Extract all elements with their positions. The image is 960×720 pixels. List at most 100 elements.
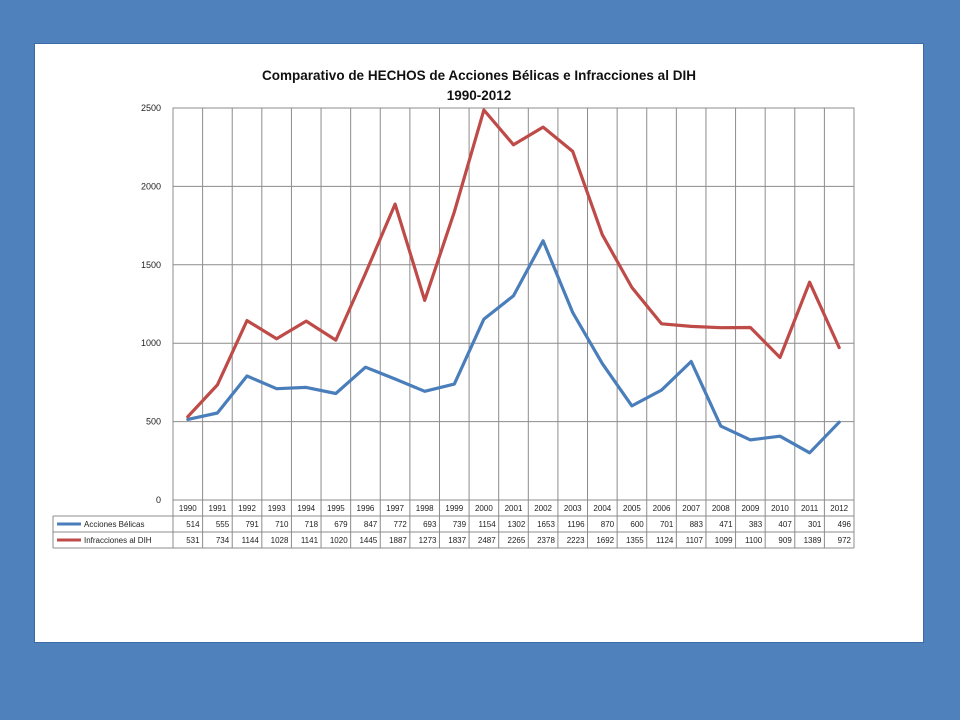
data-point [630, 286, 634, 289]
data-label: 847 [364, 520, 378, 529]
data-point [571, 150, 574, 153]
data-label: 301 [808, 520, 822, 529]
data-label: 514 [186, 520, 200, 529]
x-tick-label: 1994 [297, 504, 315, 513]
data-label: 1302 [508, 520, 526, 529]
data-point [186, 415, 190, 418]
data-point [660, 388, 663, 392]
data-point [364, 272, 367, 275]
x-tick-label: 1996 [357, 504, 375, 513]
data-label: 555 [216, 520, 230, 529]
x-tick-label: 2003 [564, 504, 582, 513]
data-point [423, 299, 426, 302]
y-tick-label: 2000 [141, 181, 161, 191]
data-point [660, 322, 663, 325]
x-tick-label: 1990 [179, 504, 197, 513]
data-point [808, 451, 811, 455]
x-tick-label: 1999 [445, 504, 463, 513]
data-label: 909 [778, 536, 792, 545]
data-point [393, 377, 397, 381]
data-point [719, 424, 722, 428]
data-label: 1144 [242, 536, 260, 545]
data-label: 718 [305, 520, 319, 529]
x-tick-label: 2007 [682, 504, 700, 513]
chart-title-main: Comparativo de HECHOS de Acciones Bélica… [262, 68, 696, 83]
slide: Comparativo de HECHOS de Acciones Bélica… [34, 43, 924, 643]
data-point [749, 438, 752, 442]
data-point [778, 356, 782, 359]
data-label: 383 [749, 520, 763, 529]
data-label: 791 [245, 520, 259, 529]
data-label: 772 [394, 520, 408, 529]
data-label: 1028 [271, 536, 289, 545]
data-point [719, 326, 722, 329]
data-label: 2265 [508, 536, 526, 545]
data-label: 496 [838, 520, 852, 529]
data-label: 883 [690, 520, 704, 529]
data-label: 1124 [656, 536, 674, 545]
data-label: 2378 [537, 536, 555, 545]
data-point [453, 210, 456, 214]
data-point [334, 338, 338, 342]
data-point [541, 125, 545, 129]
y-tick-label: 1000 [141, 338, 161, 348]
data-label: 734 [216, 536, 230, 545]
data-point [423, 390, 426, 393]
x-tick-label: 1993 [268, 504, 286, 513]
data-point [778, 434, 782, 438]
data-point [245, 374, 249, 378]
data-label: 1692 [596, 536, 614, 545]
data-label: 1355 [626, 536, 644, 545]
chart-subtitle: 1990-2012 [446, 88, 512, 103]
data-label: 1107 [686, 536, 704, 545]
data-point [364, 365, 367, 369]
data-label: 710 [275, 520, 289, 529]
data-point [689, 360, 693, 363]
x-tick-label: 2011 [801, 504, 819, 513]
data-label: 471 [719, 520, 733, 529]
x-tick-label: 2006 [653, 504, 671, 513]
data-point [393, 202, 397, 206]
x-tick-label: 2004 [593, 504, 611, 513]
x-tick-label: 1992 [238, 504, 256, 513]
data-label: 972 [838, 536, 852, 545]
data-point [216, 383, 219, 387]
data-label: 407 [778, 520, 792, 529]
x-tick-label: 2002 [534, 504, 552, 513]
x-tick-label: 1998 [416, 504, 434, 513]
data-point [837, 346, 841, 349]
x-tick-label: 2009 [741, 504, 759, 513]
data-point [837, 421, 841, 424]
x-tick-label: 1991 [209, 504, 227, 513]
data-label: 531 [186, 536, 200, 545]
data-label: 701 [660, 520, 674, 529]
data-label: 1887 [389, 536, 407, 545]
data-point [186, 418, 190, 421]
y-tick-label: 1500 [141, 260, 161, 270]
data-label: 1273 [419, 536, 437, 545]
data-label: 1445 [359, 536, 377, 545]
data-label: 1837 [448, 536, 466, 545]
data-point [601, 362, 604, 365]
data-label: 1154 [478, 520, 496, 529]
data-point [453, 382, 456, 386]
data-point [305, 319, 308, 323]
data-point [749, 326, 752, 329]
data-label: 693 [423, 520, 437, 529]
y-tick-label: 500 [146, 417, 161, 427]
data-label: 600 [630, 520, 644, 529]
y-tick-label: 2500 [141, 103, 161, 113]
data-point [275, 387, 278, 390]
data-label: 1196 [567, 520, 585, 529]
x-tick-label: 2000 [475, 504, 493, 513]
data-label: 1653 [537, 520, 555, 529]
data-point [808, 281, 811, 284]
data-label: 1141 [301, 536, 319, 545]
data-label: 1020 [330, 536, 348, 545]
data-point [689, 325, 693, 328]
data-point [630, 404, 634, 408]
data-point [334, 392, 338, 395]
data-label: 679 [334, 520, 348, 529]
data-point [245, 319, 249, 322]
x-tick-label: 2005 [623, 504, 641, 513]
